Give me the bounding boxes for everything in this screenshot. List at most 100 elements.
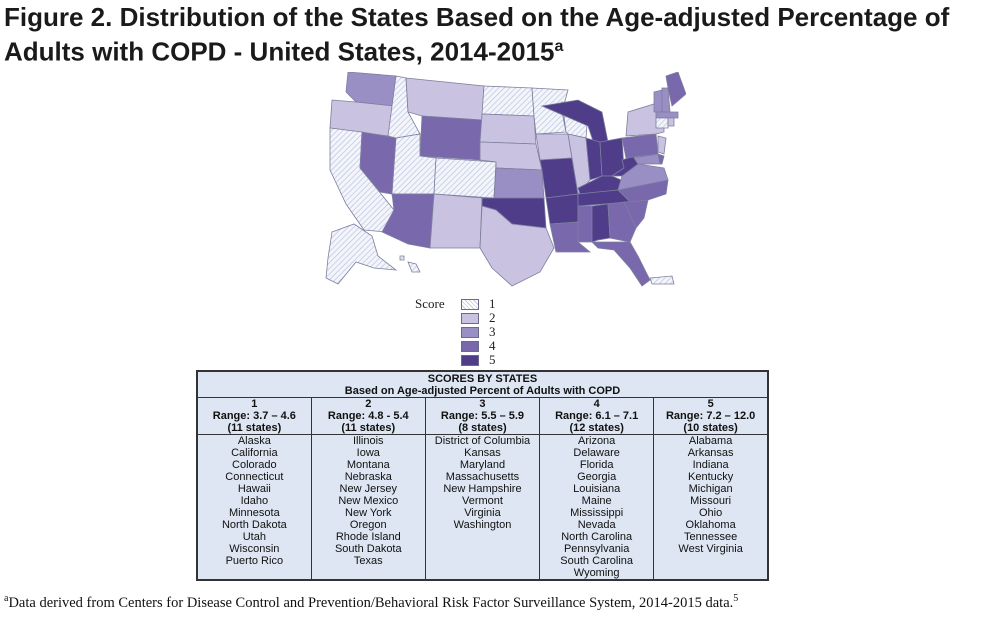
state-name: Nevada <box>577 519 616 531</box>
column-score: 5 <box>707 398 714 410</box>
column-header-2: 2 Range: 4.8 - 5.4 (11 states) <box>310 397 426 435</box>
state-name: District of Columbia <box>434 435 531 447</box>
legend-item-4: 4 <box>461 338 521 353</box>
state-alaska <box>325 223 398 285</box>
state-name: South Dakota <box>334 543 402 555</box>
state-name: Minnesota <box>228 507 280 519</box>
state-puerto-rico <box>649 275 675 285</box>
state-list-4: Arizona Delaware Florida Georgia Louisiana Ma… <box>539 434 655 581</box>
state-texas <box>479 205 555 287</box>
legend-value-5: 5 <box>489 352 496 367</box>
legend-item-1: 1 <box>461 296 521 311</box>
column-header-5: 5 Range: 7.2 – 12.0 (10 states) <box>653 397 769 435</box>
state-name: Nebraska <box>344 471 392 483</box>
state-name: North Dakota <box>221 519 287 531</box>
state-montana <box>405 77 485 121</box>
state-name: Oregon <box>349 519 387 531</box>
title-line-2-text: Adults with COPD - United States, 2014-2… <box>4 36 555 67</box>
column-count: (8 states) <box>458 422 507 434</box>
legend-swatch-4 <box>461 341 479 352</box>
column-score: 1 <box>251 398 258 410</box>
state-mississippi <box>577 205 593 243</box>
state-name: New Jersey <box>339 483 398 495</box>
state-name: Virginia <box>464 507 501 519</box>
state-name: Missouri <box>690 495 732 507</box>
state-florida <box>591 241 651 287</box>
state-washington <box>345 72 397 107</box>
column-range: Range: 7.2 – 12.0 <box>665 410 756 422</box>
legend-swatch-5 <box>461 355 479 366</box>
state-arizona <box>381 193 435 249</box>
state-list-1: Alaska California Colorado Connecticut Hawai… <box>196 434 312 581</box>
state-name: Ohio <box>699 507 723 519</box>
state-nevada <box>359 131 397 195</box>
legend-swatch-3 <box>461 327 479 338</box>
state-name: Alabama <box>688 435 733 447</box>
state-name: Hawaii <box>237 483 271 495</box>
state-name: Kentucky <box>688 471 734 483</box>
us-copd-map <box>325 72 686 287</box>
state-name: New Mexico <box>338 495 399 507</box>
state-name: Connecticut <box>225 471 284 483</box>
figure-title: Figure 2. Distribution of the States Bas… <box>4 2 994 67</box>
state-missouri <box>539 157 579 199</box>
state-name: Vermont <box>461 495 503 507</box>
title-line-1: Figure 2. Distribution of the States Bas… <box>4 2 950 32</box>
state-iowa <box>535 133 573 161</box>
legend-value-3: 3 <box>489 324 496 339</box>
state-delaware <box>657 153 665 165</box>
footnote-ref: 5 <box>733 593 739 604</box>
legend-value-1: 1 <box>489 296 496 311</box>
state-list-2: Illinois Iowa Montana Nebraska New Jersey New… <box>310 434 426 581</box>
state-alabama <box>591 203 611 243</box>
state-name: Oklahoma <box>685 519 736 531</box>
state-massachusetts <box>655 111 679 119</box>
state-connecticut <box>655 117 669 129</box>
state-name: Puerto Rico <box>225 555 284 567</box>
state-name: Indiana <box>692 459 729 471</box>
legend-item-3: 3 <box>461 324 521 339</box>
state-name: Montana <box>346 459 390 471</box>
column-score: 3 <box>479 398 486 410</box>
state-name: Wyoming <box>573 567 620 579</box>
state-list-3: District of Columbia Kansas Maryland Massac… <box>424 434 541 581</box>
footnote-text: Data derived from Centers for Disease Co… <box>8 594 734 611</box>
state-pennsylvania <box>621 133 659 159</box>
column-count: (11 states) <box>227 422 282 434</box>
state-name: New Hampshire <box>443 483 522 495</box>
column-count: (11 states) <box>341 422 396 434</box>
state-name: Georgia <box>577 471 617 483</box>
legend-value-4: 4 <box>489 338 496 353</box>
legend-swatch-2 <box>461 313 479 324</box>
column-header-4: 4 Range: 6.1 – 7.1 (12 states) <box>539 397 655 435</box>
state-name: Washington <box>453 519 512 531</box>
table-heading: SCORES BY STATES Based on Age-adjusted P… <box>196 370 769 398</box>
state-name: Iowa <box>356 447 380 459</box>
state-name: Pennsylvania <box>563 543 630 555</box>
state-name: Maine <box>581 495 612 507</box>
state-name: Mississippi <box>570 507 624 519</box>
state-name: South Carolina <box>560 555 634 567</box>
column-count: (10 states) <box>683 422 738 434</box>
state-rhode-island <box>667 117 675 127</box>
state-name: Colorado <box>232 459 277 471</box>
column-range: Range: 3.7 – 4.6 <box>212 410 296 422</box>
legend-title: Score <box>415 296 445 311</box>
state-name: Michigan <box>688 483 733 495</box>
state-name: Illinois <box>352 435 384 447</box>
state-new-jersey <box>657 135 667 155</box>
state-name: Idaho <box>240 495 269 507</box>
table-heading-1: SCORES BY STATES <box>427 373 538 385</box>
table-heading-2: Based on Age-adjusted Percent of Adults … <box>344 385 621 397</box>
state-name: North Carolina <box>561 531 633 543</box>
column-header-3: 3 Range: 5.5 – 5.9 (8 states) <box>424 397 541 435</box>
title-superscript: a <box>554 38 564 55</box>
legend-item-5: 5 <box>461 352 521 367</box>
state-name: Utah <box>242 531 266 543</box>
state-name: Texas <box>353 555 383 567</box>
state-vermont <box>653 89 663 113</box>
footnote: aData derived from Centers for Disease C… <box>4 593 738 612</box>
state-name: Alaska <box>237 435 271 447</box>
column-range: Range: 6.1 – 7.1 <box>555 410 639 422</box>
state-kansas <box>493 167 545 199</box>
